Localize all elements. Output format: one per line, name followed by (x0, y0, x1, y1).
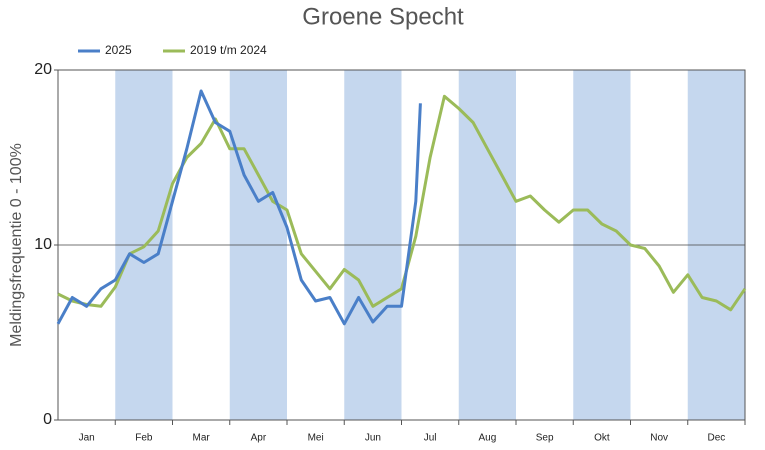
y-axis-label: Meldingsfrequentie 0 - 100% (8, 143, 25, 347)
x-tick-label: Apr (251, 433, 267, 444)
legend-label: 2019 t/m 2024 (190, 43, 267, 57)
x-tick-label: Jan (79, 433, 95, 444)
x-tick-label: Okt (594, 433, 610, 444)
x-tick-label: Sep (536, 433, 554, 444)
y-tick-label: 20 (34, 61, 52, 78)
x-tick-label: Feb (135, 433, 153, 444)
y-tick-label: 10 (34, 236, 52, 253)
y-tick-label: 0 (43, 411, 52, 428)
plot-frame (57, 69, 746, 421)
x-tick-label: Jun (365, 433, 381, 444)
x-tick-label: Jul (424, 433, 437, 444)
x-tick-label: Aug (478, 433, 496, 444)
x-tick-label: Nov (650, 433, 668, 444)
series-line (56, 89, 422, 326)
series-line (57, 94, 747, 312)
x-tick-label: Mei (308, 433, 324, 444)
legend-label: 2025 (105, 43, 132, 57)
chart-title: Groene Specht (302, 3, 464, 30)
x-tick-label: Mar (193, 433, 211, 444)
x-tick-label: Dec (707, 433, 725, 444)
